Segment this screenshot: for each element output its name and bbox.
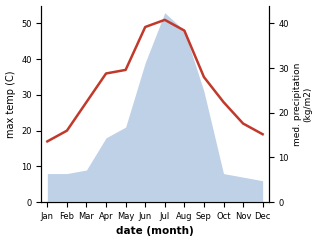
Y-axis label: med. precipitation
(kg/m2): med. precipitation (kg/m2) (293, 62, 313, 145)
X-axis label: date (month): date (month) (116, 227, 194, 236)
Y-axis label: max temp (C): max temp (C) (5, 70, 16, 138)
